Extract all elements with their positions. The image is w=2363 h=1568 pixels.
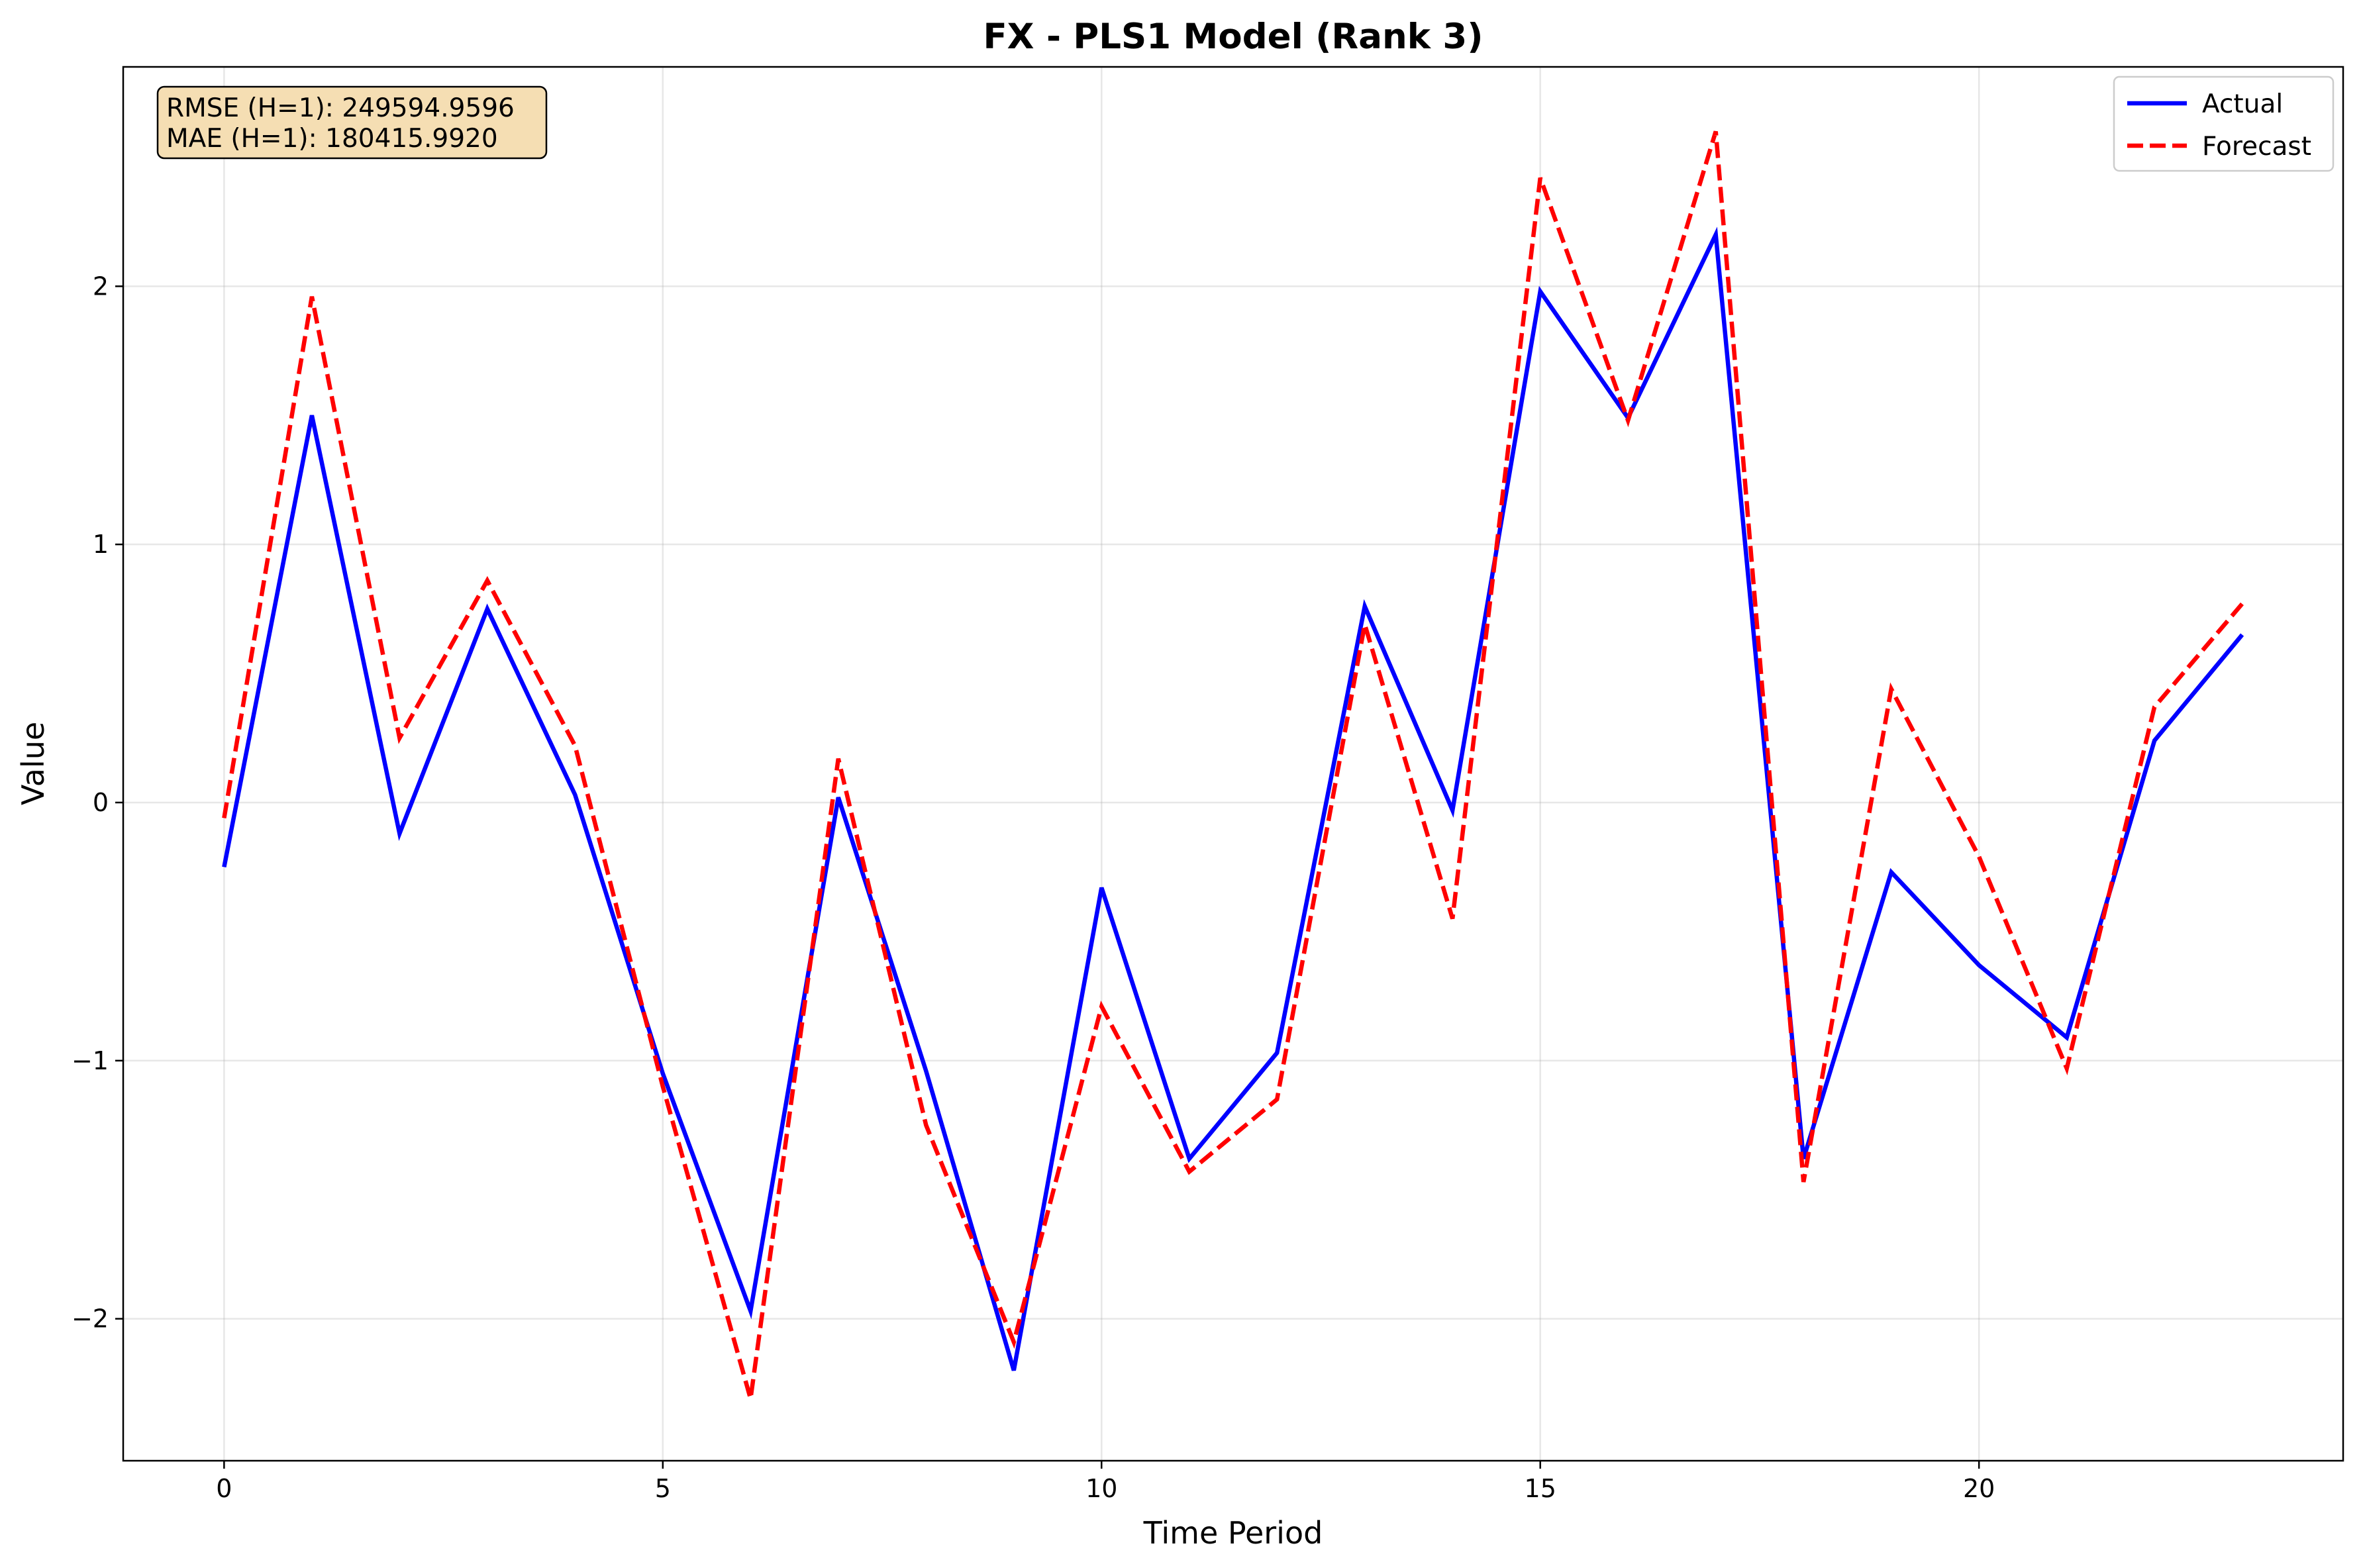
x-tick-label: 15 (1525, 1474, 1556, 1503)
y-tick-label: 0 (93, 788, 109, 817)
y-tick-label: −2 (72, 1304, 109, 1334)
mae-text: MAE (H=1): 180415.9920 (166, 124, 498, 154)
rmse-text: RMSE (H=1): 249594.9596 (166, 93, 515, 123)
series-layer (222, 130, 2244, 1400)
legend-label-forecast: Forecast (2202, 132, 2311, 162)
ticks: 0 5 10 15 20 −2 −1 0 1 2 (72, 271, 1995, 1503)
series-line-actual (222, 226, 2244, 1371)
metrics-box: RMSE (H=1): 249594.9596 MAE (H=1): 18041… (156, 85, 548, 160)
x-axis-label: Time Period (1143, 1515, 1323, 1551)
y-axis-label: Value (15, 722, 51, 805)
x-tick-label: 20 (1963, 1474, 1995, 1503)
y-tick-label: 1 (93, 530, 109, 559)
grid (123, 67, 2343, 1461)
legend-label-actual: Actual (2202, 89, 2283, 119)
legend: Actual Forecast (2113, 75, 2335, 172)
legend-frame (2113, 75, 2335, 172)
chart-title: FX - PLS1 Model (Rank 3) (983, 17, 1483, 57)
y-tick-label: −1 (72, 1046, 109, 1075)
x-tick-label: 5 (655, 1474, 671, 1503)
y-tick-label: 2 (93, 271, 109, 301)
plot-frame (122, 66, 2344, 1462)
series-line-forecast (222, 130, 2244, 1400)
x-tick-label: 10 (1085, 1474, 1117, 1503)
metrics-box-background (156, 85, 548, 160)
x-tick-label: 0 (216, 1474, 232, 1503)
